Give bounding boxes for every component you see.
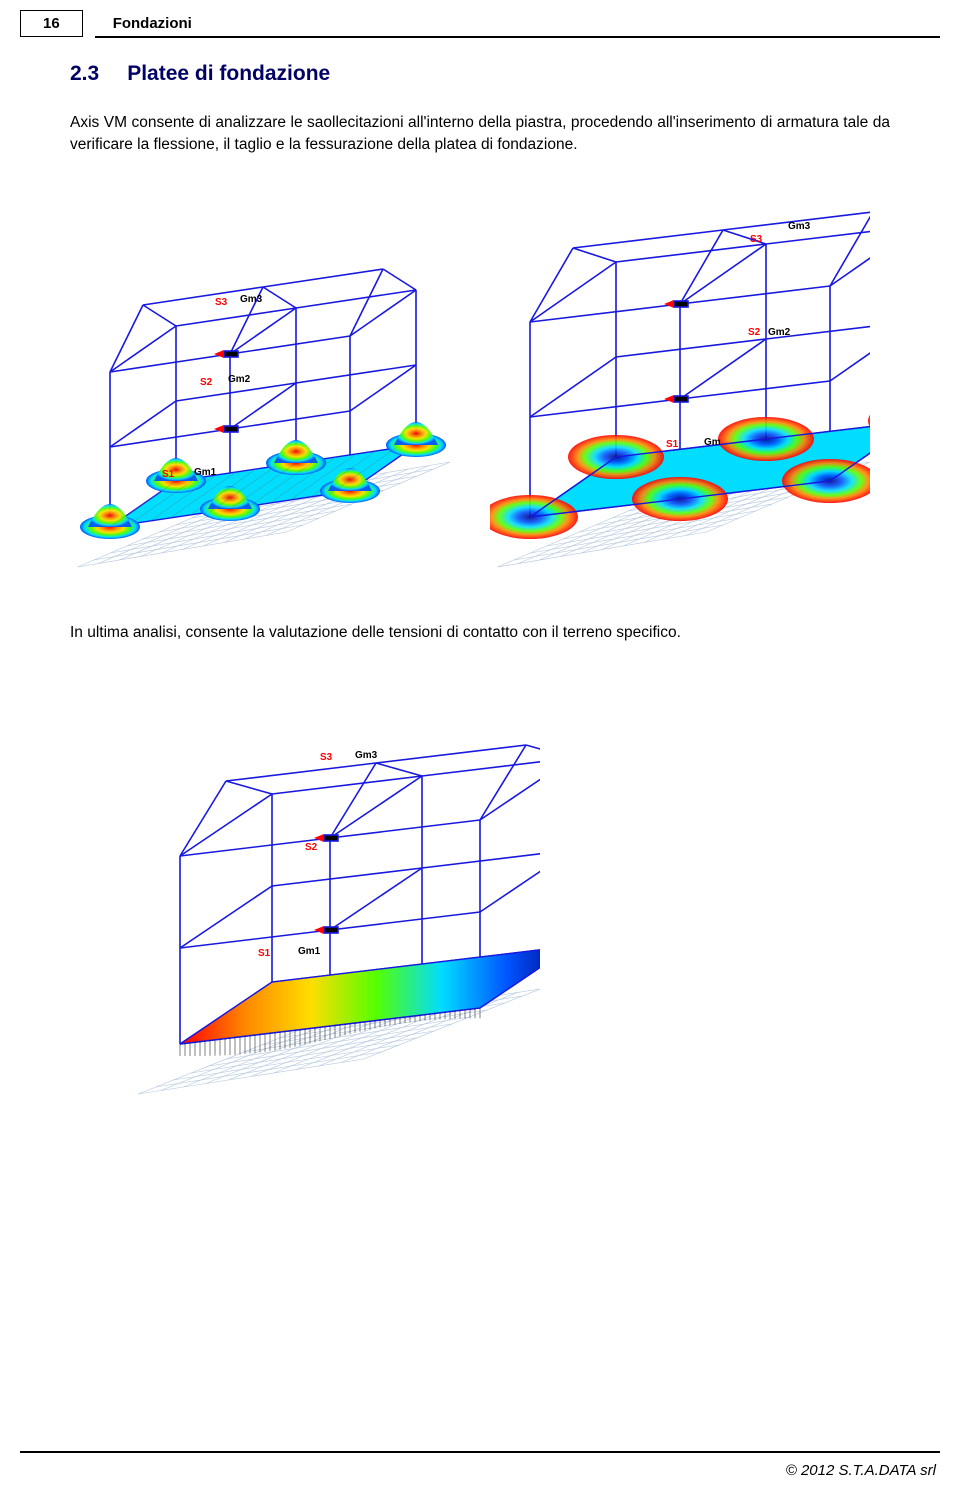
section-title: Platee di fondazione — [127, 62, 330, 86]
svg-text:S3: S3 — [320, 752, 333, 763]
figure-row-1: S3 Gm3 S2 Gm2 S1 Gm1 Gm3 S3 S2 Gm2 S1 Gm — [70, 179, 890, 622]
svg-text:S3: S3 — [215, 297, 228, 308]
svg-text:S1: S1 — [258, 948, 271, 959]
paragraph-1: Axis VM consente di analizzare le saolle… — [70, 112, 890, 157]
footer-copyright: © 2012 S.T.A.DATA srl — [786, 1462, 936, 1479]
svg-text:Gm2: Gm2 — [228, 374, 251, 385]
svg-text:S2: S2 — [305, 842, 318, 853]
svg-text:Gm2: Gm2 — [768, 327, 791, 338]
chapter-title: Fondazioni — [113, 15, 192, 32]
paragraph-2: In ultima analisi, consente la valutazio… — [70, 622, 890, 644]
svg-text:Gm: Gm — [704, 437, 721, 448]
figure-right: Gm3 S3 S2 Gm2 S1 Gm — [490, 187, 870, 592]
svg-text:Gm3: Gm3 — [788, 221, 811, 232]
svg-text:S2: S2 — [200, 377, 213, 388]
svg-text:Gm3: Gm3 — [240, 294, 263, 305]
svg-text:Gm1: Gm1 — [194, 467, 217, 478]
figure-left: S3 Gm3 S2 Gm2 S1 Gm1 — [70, 187, 450, 592]
svg-text:S1: S1 — [666, 439, 679, 450]
svg-text:Gm3: Gm3 — [355, 750, 378, 761]
svg-text:S3: S3 — [750, 234, 763, 245]
svg-text:S2: S2 — [748, 327, 761, 338]
footer-rule — [20, 1451, 940, 1453]
svg-text:S1: S1 — [162, 469, 175, 480]
figure-row-2: S3 Gm3 S2 S1 Gm1 — [70, 666, 890, 1149]
figure-bottom: S3 Gm3 S2 S1 Gm1 — [130, 674, 890, 1119]
section-number: 2.3 — [70, 62, 99, 86]
svg-text:Gm1: Gm1 — [298, 946, 321, 957]
page-number: 16 — [20, 10, 83, 37]
